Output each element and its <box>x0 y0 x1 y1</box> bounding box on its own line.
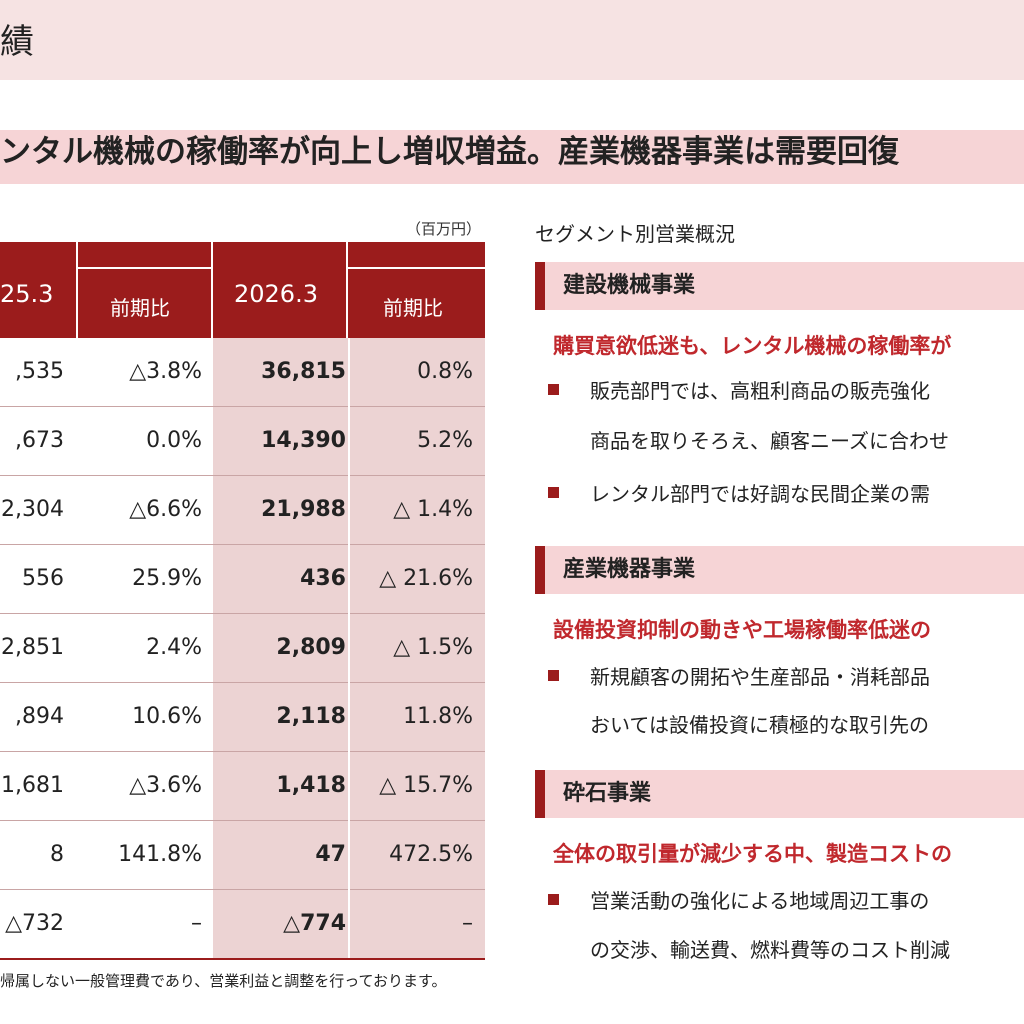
cell-curr: 21,988 <box>261 497 346 522</box>
cell-prev: ,894 <box>15 704 64 729</box>
segment-accent-bar <box>535 262 545 310</box>
bullet-square-icon <box>548 487 559 498</box>
cell-curr-ratio: 472.5% <box>389 842 473 867</box>
bullet-text: レンタル部門では好調な民間企業の需 <box>590 482 930 506</box>
table-row: ,673 0.0% 14,390 5.2% <box>0 407 485 476</box>
headline-text: ンタル機械の稼働率が向上し増収増益。産業機器事業は需要回復 <box>0 134 899 170</box>
row-divider <box>0 406 485 407</box>
column-divider <box>348 338 350 958</box>
cell-prev: △732 <box>5 911 64 936</box>
bullet-square-icon <box>548 894 559 905</box>
row-divider <box>0 544 485 545</box>
table-row: 1,681 △3.6% 1,418 △ 15.7% <box>0 752 485 821</box>
segment-name: 砕石事業 <box>563 781 652 806</box>
segment-summary: 全体の取引量が減少する中、製造コストの <box>553 842 952 866</box>
cell-curr: 47 <box>315 842 346 867</box>
bullet-square-icon <box>548 384 559 395</box>
cell-prev-ratio: △3.6% <box>129 773 202 798</box>
cell-prev-ratio: 141.8% <box>118 842 202 867</box>
bullet-text: 新規顧客の開拓や生産部品・消耗部品 <box>590 665 930 689</box>
table-row: 2,304 △6.6% 21,988 △ 1.4% <box>0 476 485 545</box>
cell-prev-ratio: △6.6% <box>129 497 202 522</box>
segment-name: 建設機械事業 <box>563 273 696 298</box>
bullet-text: 販売部門では、高粗利商品の販売強化 <box>590 379 930 403</box>
header-curr-ratio: 前期比 <box>383 296 443 320</box>
cell-curr: △774 <box>283 911 346 936</box>
table-row: 2,851 2.4% 2,809 △ 1.5% <box>0 614 485 683</box>
unit-label: （百万円） <box>406 220 482 238</box>
segment-summary: 設備投資抑制の動きや工場稼働率低迷の <box>553 618 931 642</box>
cell-prev: 8 <box>50 842 64 867</box>
cell-curr: 2,809 <box>276 635 346 660</box>
header-cell-prev <box>0 242 76 338</box>
cell-curr: 14,390 <box>261 428 346 453</box>
cell-prev-ratio: 2.4% <box>146 635 202 660</box>
bullet-text-continued: の交渉、輸送費、燃料費等のコスト削減 <box>590 938 950 962</box>
title-band: 績 <box>0 0 1024 80</box>
table-row: ,894 10.6% 2,118 11.8% <box>0 683 485 752</box>
segment-accent-bar <box>535 546 545 594</box>
bullet-text-continued: おいては設備投資に積極的な取引先の <box>590 713 929 737</box>
bullet-text: 営業活動の強化による地域周辺工事の <box>590 889 930 913</box>
cell-curr: 1,418 <box>276 773 346 798</box>
cell-curr-ratio: △ 21.6% <box>379 566 473 591</box>
row-divider <box>0 820 485 821</box>
cell-curr-ratio: 5.2% <box>417 428 473 453</box>
footnote: 帰属しない一般管理費であり、営業利益と調整を行っております。 <box>0 972 447 990</box>
header-prev-year: 25.3 <box>0 280 54 308</box>
overview-title: セグメント別営業概況 <box>535 222 735 246</box>
cell-prev: 2,851 <box>1 635 64 660</box>
segment-accent-bar <box>535 770 545 818</box>
header-cell-curr <box>213 242 346 338</box>
cell-prev-ratio: △3.8% <box>129 359 202 384</box>
bullet-text-continued: 商品を取りそろえ、顧客ニーズに合わせ <box>590 429 949 453</box>
cell-curr-ratio: 0.8% <box>417 359 473 384</box>
cell-curr: 2,118 <box>276 704 346 729</box>
cell-prev: ,673 <box>15 428 64 453</box>
cell-prev-ratio: 25.9% <box>132 566 202 591</box>
page-title: 績 <box>0 22 35 62</box>
row-divider <box>0 613 485 614</box>
segment-summary: 購買意欲低迷も、レンタル機械の稼働率が <box>553 334 952 358</box>
bullet-square-icon <box>548 670 559 681</box>
cell-curr: 36,815 <box>261 359 346 384</box>
table-row: ,535 △3.8% 36,815 0.8% <box>0 338 485 407</box>
cell-curr: 436 <box>300 566 346 591</box>
table-row: 556 25.9% 436 △ 21.6% <box>0 545 485 614</box>
cell-prev: 556 <box>22 566 64 591</box>
segment-name: 産業機器事業 <box>563 557 696 582</box>
cell-curr-ratio: △ 15.7% <box>379 773 473 798</box>
table-row: 8 141.8% 47 472.5% <box>0 821 485 890</box>
headline-banner: ンタル機械の稼働率が向上し増収増益。産業機器事業は需要回復 <box>0 130 1024 184</box>
cell-prev: 1,681 <box>1 773 64 798</box>
cell-curr-ratio: △ 1.5% <box>393 635 473 660</box>
row-divider <box>0 682 485 683</box>
cell-curr-ratio: – <box>462 911 473 936</box>
header-curr-year: 2026.3 <box>234 280 318 308</box>
header-cell-curr-ratio-top <box>348 242 485 267</box>
table-bottom-rule <box>0 958 485 960</box>
segment-header-industrial: 産業機器事業 <box>535 546 1024 594</box>
header-prev-ratio: 前期比 <box>110 296 170 320</box>
cell-curr-ratio: △ 1.4% <box>393 497 473 522</box>
row-divider <box>0 475 485 476</box>
header-cell-prev-ratio <box>78 269 211 338</box>
table-row: △732 – △774 – <box>0 890 485 959</box>
cell-prev-ratio: 0.0% <box>146 428 202 453</box>
cell-prev: ,535 <box>15 359 64 384</box>
header-cell-prev-ratio-top <box>78 242 211 267</box>
cell-prev: 2,304 <box>1 497 64 522</box>
row-divider <box>0 889 485 890</box>
cell-curr-ratio: 11.8% <box>403 704 473 729</box>
segment-header-crushed-stone: 砕石事業 <box>535 770 1024 818</box>
row-divider <box>0 751 485 752</box>
segment-header-construction: 建設機械事業 <box>535 262 1024 310</box>
cell-prev-ratio: 10.6% <box>132 704 202 729</box>
cell-prev-ratio: – <box>191 911 202 936</box>
header-cell-curr-ratio <box>348 269 485 338</box>
